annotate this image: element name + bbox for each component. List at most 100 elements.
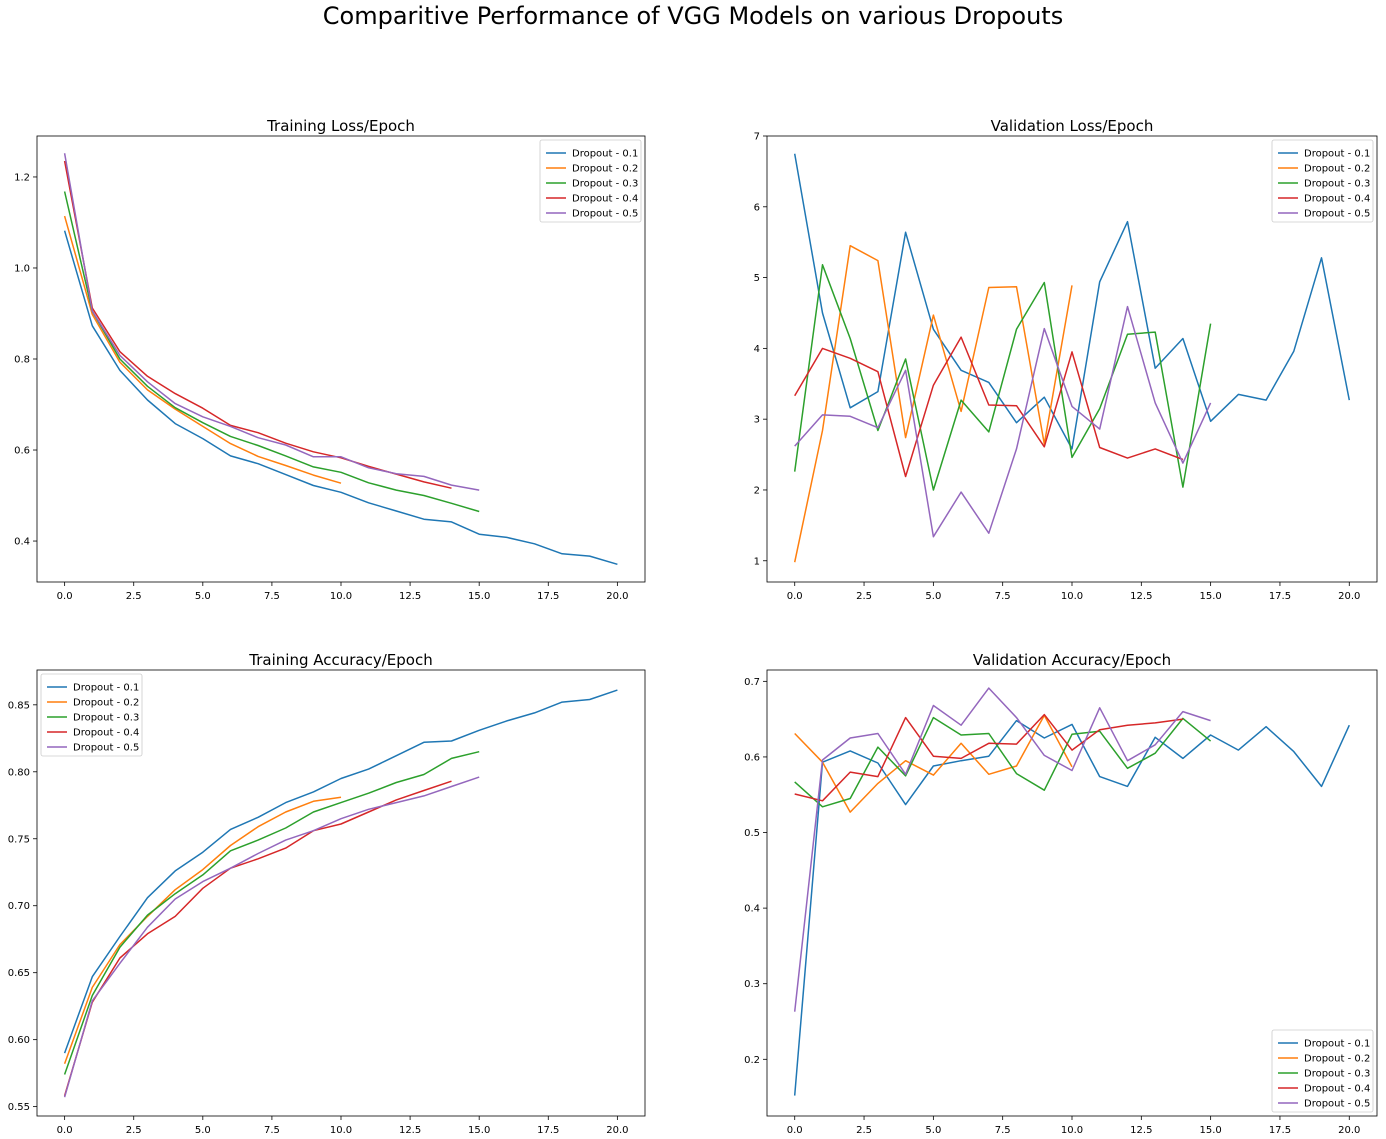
y-tick-label: 0.65 — [8, 968, 30, 979]
y-tick-label: 0.2 — [744, 1055, 760, 1066]
legend: Dropout - 0.1 Dropout - 0.2 Dropout - 0.3 D… — [40, 673, 143, 757]
x-tick-label: 17.5 — [537, 591, 559, 602]
series-line — [794, 714, 1073, 813]
axes-frame — [36, 135, 646, 583]
legend-label: Dropout - 0.2 — [572, 164, 638, 175]
legend-label: Dropout - 0.4 — [1304, 1084, 1370, 1095]
legend: Dropout - 0.1 Dropout - 0.2 Dropout - 0.3 D… — [1271, 1029, 1374, 1113]
y-tick-label: 0.80 — [8, 767, 30, 778]
legend-label: Dropout - 0.5 — [1304, 1099, 1370, 1110]
series-line — [63, 780, 452, 1097]
x-tick-label: 12.5 — [1130, 591, 1152, 602]
x-tick-label: 7.5 — [264, 1125, 280, 1136]
x-tick-label: 0.0 — [57, 1125, 73, 1136]
axes-frame — [766, 669, 1378, 1117]
legend-label: Dropout - 0.3 — [1304, 1069, 1370, 1080]
x-tick-label: 10.0 — [330, 1125, 352, 1136]
series-line — [793, 719, 1350, 1096]
x-tick-label: 5.0 — [195, 1125, 211, 1136]
x-tick-label: 17.5 — [1269, 591, 1291, 602]
legend-label: Dropout - 0.4 — [572, 194, 638, 205]
series-line — [63, 750, 480, 1075]
legend-label: Dropout - 0.2 — [1304, 164, 1370, 175]
x-tick-label: 20.0 — [606, 1125, 628, 1136]
legend-label: Dropout - 0.1 — [1304, 1039, 1370, 1050]
series-line — [793, 244, 1073, 563]
legend-box — [1271, 1029, 1374, 1113]
y-tick-label: 0.4 — [744, 904, 760, 915]
x-tick-label: 2.5 — [856, 1125, 872, 1136]
legend-label: Dropout - 0.1 — [73, 683, 139, 694]
x-tick-label: 15.0 — [468, 1125, 490, 1136]
x-tick-label: 7.5 — [264, 591, 280, 602]
y-tick-label: 0.70 — [8, 901, 30, 912]
subplot-3: Training Accuracy/Epoch 0.0 2.5 5.0 7.5 10.0 1… — [8, 651, 646, 1136]
x-tick-label: 12.5 — [399, 591, 421, 602]
subplot-title: Validation Accuracy/Epoch — [973, 651, 1171, 669]
x-tick-label: 20.0 — [1338, 1125, 1360, 1136]
y-tick-label: 0.55 — [8, 1102, 30, 1113]
x-tick-label: 12.5 — [399, 1125, 421, 1136]
series-line — [793, 687, 1211, 1012]
legend-label: Dropout - 0.3 — [572, 179, 638, 190]
x-tick-label: 0.0 — [787, 1125, 803, 1136]
legend-label: Dropout - 0.1 — [572, 149, 638, 160]
y-tick-label: 0.3 — [744, 979, 760, 990]
x-tick-label: 17.5 — [1269, 1125, 1291, 1136]
series-line — [794, 305, 1212, 538]
series-line — [63, 776, 480, 1098]
series-line — [63, 191, 480, 513]
series-line — [63, 689, 618, 1054]
x-tick-label: 5.0 — [925, 591, 941, 602]
y-tick-label: 3 — [754, 415, 760, 426]
legend-box — [40, 673, 143, 757]
series-line — [63, 215, 342, 484]
series-line — [793, 153, 1351, 450]
legend-box — [539, 139, 642, 223]
y-tick-label: 0.5 — [744, 828, 760, 839]
subplot-title: Validation Loss/Epoch — [991, 117, 1154, 135]
y-tick-label: 1.0 — [14, 263, 30, 274]
legend-label: Dropout - 0.4 — [73, 728, 139, 739]
subplot-title: Training Accuracy/Epoch — [248, 651, 432, 669]
subplot-1: Training Loss/Epoch 0.0 2.5 5.0 7.5 10.0 12.5 1… — [14, 117, 646, 602]
legend-label: Dropout - 0.5 — [73, 743, 139, 754]
y-tick-label: 1 — [754, 556, 760, 567]
y-tick-label: 0.4 — [14, 537, 30, 548]
x-tick-label: 20.0 — [1338, 591, 1360, 602]
y-tick-label: 5 — [754, 273, 760, 284]
x-tick-label: 10.0 — [1061, 1125, 1083, 1136]
y-tick-label: 0.60 — [8, 1035, 30, 1046]
series-line — [63, 796, 342, 1065]
series-line — [794, 336, 1184, 478]
x-tick-label: 5.0 — [925, 1125, 941, 1136]
figure-title: Comparitive Performance of VGG Models on… — [322, 2, 1064, 30]
legend-label: Dropout - 0.4 — [1304, 194, 1370, 205]
x-tick-label: 2.5 — [126, 591, 142, 602]
y-tick-label: 7 — [754, 132, 760, 143]
x-tick-label: 0.0 — [57, 591, 73, 602]
legend-label: Dropout - 0.5 — [1304, 209, 1370, 220]
legend-box — [1271, 139, 1374, 223]
y-tick-label: 0.8 — [14, 355, 30, 366]
x-tick-label: 20.0 — [606, 591, 628, 602]
x-tick-label: 7.5 — [995, 1125, 1011, 1136]
x-tick-label: 10.0 — [330, 591, 352, 602]
x-tick-label: 12.5 — [1130, 1125, 1152, 1136]
series-line — [63, 160, 452, 489]
subplot-4: Validation Accuracy/Epoch 0.0 2.5 5.0 7.5 10.… — [744, 651, 1378, 1136]
x-tick-label: 10.0 — [1061, 591, 1083, 602]
series-line — [794, 713, 1184, 802]
series-line — [793, 264, 1212, 491]
subplot-2: Validation Loss/Epoch 0.0 2.5 5.0 7.5 10.0 12.… — [754, 117, 1378, 602]
x-tick-label: 17.5 — [537, 1125, 559, 1136]
x-tick-label: 7.5 — [995, 591, 1011, 602]
x-tick-label: 15.0 — [468, 591, 490, 602]
y-tick-label: 0.6 — [14, 446, 30, 457]
axes-frame — [36, 669, 646, 1117]
legend-label: Dropout - 0.2 — [1304, 1054, 1370, 1065]
legend-label: Dropout - 0.3 — [73, 713, 139, 724]
subplot-title: Training Loss/Epoch — [266, 117, 415, 135]
y-tick-label: 6 — [754, 202, 760, 213]
